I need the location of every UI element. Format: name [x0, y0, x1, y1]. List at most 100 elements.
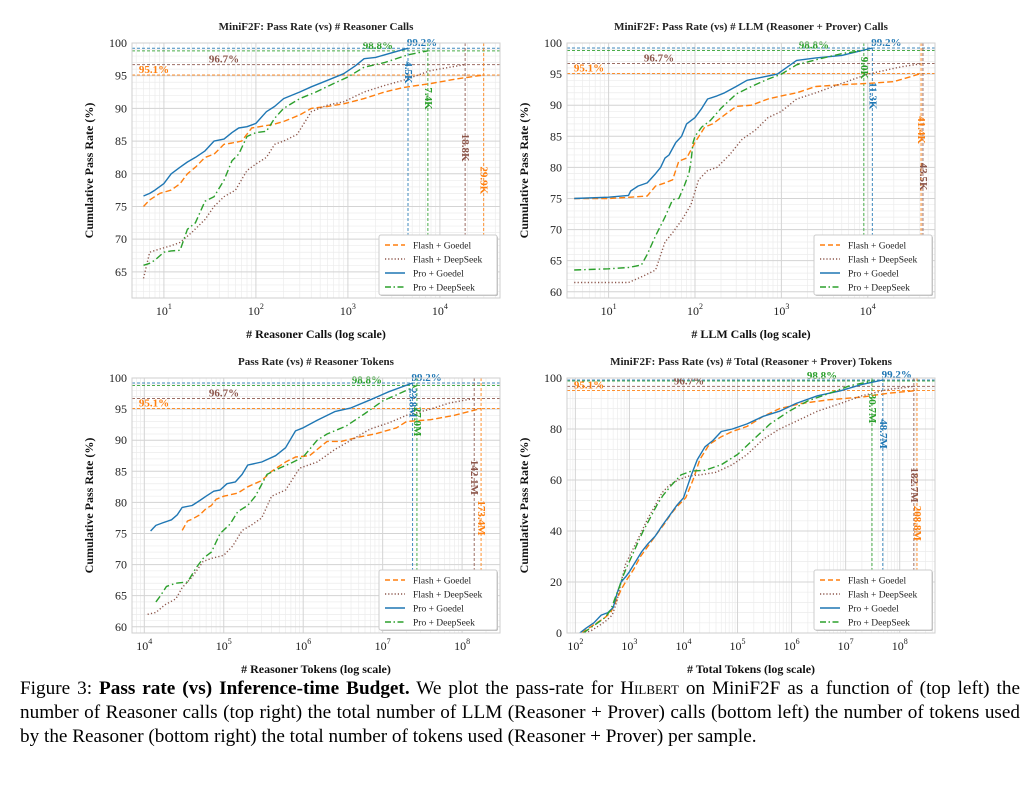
y-tick-label: 65: [115, 589, 127, 603]
legend-label: Flash + Goedel: [848, 242, 906, 252]
caption-prefix: Figure 3:: [20, 678, 100, 699]
y-tick-label: 80: [115, 495, 127, 509]
series-line-pro-deepseek: [574, 49, 864, 271]
chart-svg: 99.2%98.8%96.7%95.1% 23.8M27.0M142.1M173.…: [82, 356, 501, 676]
x-tick-label: 107: [838, 637, 854, 653]
series-group: [142, 47, 484, 279]
vline-label: 208.8M: [911, 506, 923, 542]
x-tick-label: 106: [295, 637, 311, 653]
y-tick-label: 40: [550, 524, 562, 538]
legend-box: [813, 569, 933, 631]
y-tick-label: 75: [115, 199, 127, 213]
legend-box: [813, 234, 933, 296]
x-tick-label: 105: [730, 637, 746, 653]
series-line-flash-goedel: [581, 389, 918, 634]
legend-label: Pro + Goedel: [413, 605, 464, 615]
x-tick-label: 104: [675, 637, 691, 653]
x-tick-label: 101: [156, 302, 172, 318]
series-line-pro-goedel: [143, 47, 409, 197]
plot-frame: [131, 377, 501, 634]
legend-label: Pro + DeepSeek: [413, 284, 475, 294]
y-tick-label: 90: [115, 101, 127, 115]
caption-text-2: on MiniF2F as a function of (top left) t…: [20, 678, 1020, 747]
legend-box: [378, 234, 498, 296]
major-grid: [132, 377, 500, 633]
vline-label: 23.8M: [407, 388, 419, 418]
vline-label: 4.5K: [402, 61, 414, 84]
y-tick-label: 95: [550, 67, 562, 81]
hline-label: 98.8%: [352, 374, 382, 386]
chart-total-tokens: 99.2% 98.8% 96.7% 95.1% 30.7M 48.7M 182.7M 208.…: [515, 350, 945, 680]
y-tick-label: 100: [109, 371, 127, 385]
hline-label: 98.8%: [807, 370, 837, 382]
y-tick-label: 60: [550, 285, 562, 299]
caption-bold-title: Pass rate (vs) Inference-time Budget.: [99, 678, 410, 699]
series-line-flash-deepseek: [574, 62, 924, 284]
hline-label: 95.1%: [574, 62, 604, 74]
y-tick-label: 80: [550, 422, 562, 436]
vline-label: 9.0K: [858, 57, 870, 80]
x-tick-label: 106: [784, 637, 800, 653]
series-group: [579, 379, 918, 634]
y-tick-label: 60: [550, 473, 562, 487]
y-tick-label: 70: [550, 223, 562, 237]
x-tick-label: 104: [136, 637, 152, 653]
x-tick-label: 102: [567, 637, 583, 653]
legend-label: Flash + Goedel: [413, 242, 471, 252]
caption-system-name: Hilbert: [620, 678, 679, 699]
series-group: [574, 47, 924, 284]
x-axis-label: # LLM Calls (log scale): [691, 327, 810, 341]
legend-label: Flash + Goedel: [848, 577, 906, 587]
y-tick-label: 100: [544, 36, 562, 50]
y-tick-label: 80: [550, 160, 562, 174]
vline-label: 41.4K: [915, 116, 927, 144]
legend-label: Flash + DeepSeek: [413, 256, 482, 266]
chart-title: MiniF2F: Pass Rate (vs) # LLM (Reasoner …: [614, 21, 889, 33]
figure-caption: Figure 3: Pass rate (vs) Inference-time …: [20, 677, 1020, 749]
vline-label: 30.7M: [866, 394, 878, 424]
plot-frame: [566, 377, 936, 634]
series-line-pro-deepseek: [143, 50, 429, 266]
x-tick-label: 101: [601, 302, 617, 318]
x-tick-label: 105: [216, 637, 232, 653]
hline-label: 96.7%: [209, 54, 239, 66]
x-tick-label: 102: [687, 302, 703, 318]
chart-svg: 99.2%98.8%96.7%95.1% 9.0K11.3K41.4K43.5K6…: [517, 21, 936, 341]
legend-label: Pro + DeepSeek: [413, 619, 475, 629]
x-axis-label: # Reasoner Calls (log scale): [246, 327, 386, 341]
vline-label: 142.1M: [468, 460, 480, 496]
chart-title: MiniF2F: Pass Rate (vs) # Reasoner Calls: [219, 21, 414, 33]
vline-label: 29.9K: [478, 166, 490, 194]
x-tick-label: 103: [773, 302, 789, 318]
hline-label: 96.7%: [674, 375, 704, 387]
x-tick-label: 108: [892, 637, 908, 653]
plot-frame: [566, 42, 936, 299]
y-tick-label: 60: [115, 620, 127, 634]
series-line-pro-goedel: [150, 382, 413, 532]
y-tick-label: 90: [550, 98, 562, 112]
legend-label: Pro + Goedel: [413, 270, 464, 280]
legend-box: [378, 569, 498, 631]
legend-label: Pro + DeepSeek: [848, 619, 910, 629]
legend-label: Flash + DeepSeek: [848, 591, 917, 601]
y-tick-label: 20: [550, 575, 562, 589]
legend-label: Pro + Goedel: [848, 605, 899, 615]
x-tick-label: 103: [340, 302, 356, 318]
x-tick-label: 107: [375, 637, 391, 653]
hline-label: 98.8%: [363, 40, 393, 52]
y-tick-label: 65: [550, 254, 562, 268]
legend: Flash + Goedel Flash + DeepSeek Pro + Goed…: [813, 569, 933, 631]
hline-label: 96.7%: [644, 53, 674, 65]
hline-label: 96.7%: [209, 388, 239, 400]
x-tick-label: 108: [454, 637, 470, 653]
hline-label: 99.2%: [882, 369, 912, 381]
chart-title: MiniF2F: Pass Rate (vs) # Total (Reasone…: [610, 356, 892, 368]
y-tick-label: 75: [115, 526, 127, 540]
vline-label: 18.8K: [459, 134, 471, 162]
minor-grid: [567, 378, 935, 633]
legend-label: Flash + DeepSeek: [848, 256, 917, 266]
hline-label: 95.1%: [139, 64, 169, 76]
x-tick-label: 102: [248, 302, 264, 318]
vline-label: 182.7M: [908, 468, 920, 504]
y-tick-label: 100: [109, 36, 127, 50]
